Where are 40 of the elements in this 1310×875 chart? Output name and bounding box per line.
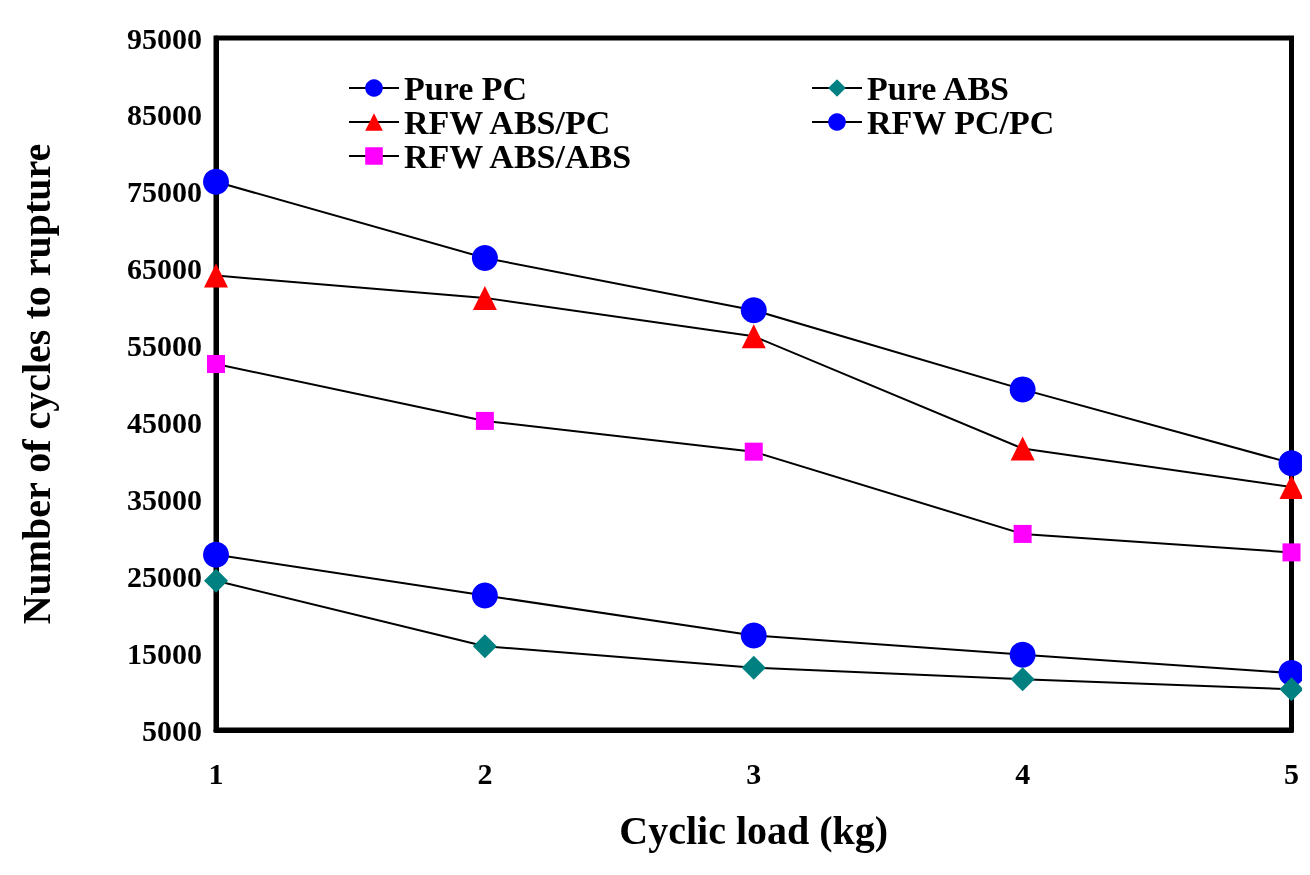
y-tick-label: 25000 [127, 559, 202, 593]
point [203, 541, 229, 568]
point [741, 324, 766, 349]
y-tick-label: 5000 [142, 713, 202, 747]
y-tick-label: 15000 [127, 636, 202, 670]
point [204, 263, 228, 288]
x-tick-label: 1 [208, 756, 224, 790]
y-tick-label: 65000 [127, 252, 202, 286]
point [1013, 524, 1032, 543]
point [471, 244, 498, 271]
point [472, 634, 497, 659]
point [203, 168, 229, 195]
point [740, 297, 767, 324]
x-axis-title: Cyclic load (kg) [619, 807, 889, 853]
y-tick-label: 45000 [127, 405, 202, 439]
point [741, 655, 766, 680]
point [475, 411, 494, 430]
y-tick-label: 35000 [127, 482, 202, 516]
x-tick-label: 5 [1284, 756, 1299, 790]
y-tick-label: 55000 [127, 329, 202, 363]
x-tick-label: 2 [477, 756, 493, 790]
point [1009, 376, 1036, 403]
point [1279, 677, 1302, 702]
point [1282, 543, 1301, 562]
point [744, 442, 763, 461]
point [471, 582, 498, 609]
y-axis-title: Number of cycles to rupture [13, 143, 59, 625]
y-tick-label: 75000 [127, 175, 202, 209]
y-tick-label: 85000 [127, 98, 202, 132]
point [1010, 667, 1035, 692]
point [740, 622, 767, 649]
y-tick-label: 95000 [127, 21, 202, 55]
point [204, 568, 228, 593]
point [207, 355, 225, 374]
point [472, 285, 497, 310]
point [1279, 475, 1302, 500]
point [1009, 641, 1036, 668]
x-tick-label: 3 [746, 756, 762, 790]
point [1010, 436, 1035, 461]
x-tick-label: 4 [1015, 756, 1031, 790]
